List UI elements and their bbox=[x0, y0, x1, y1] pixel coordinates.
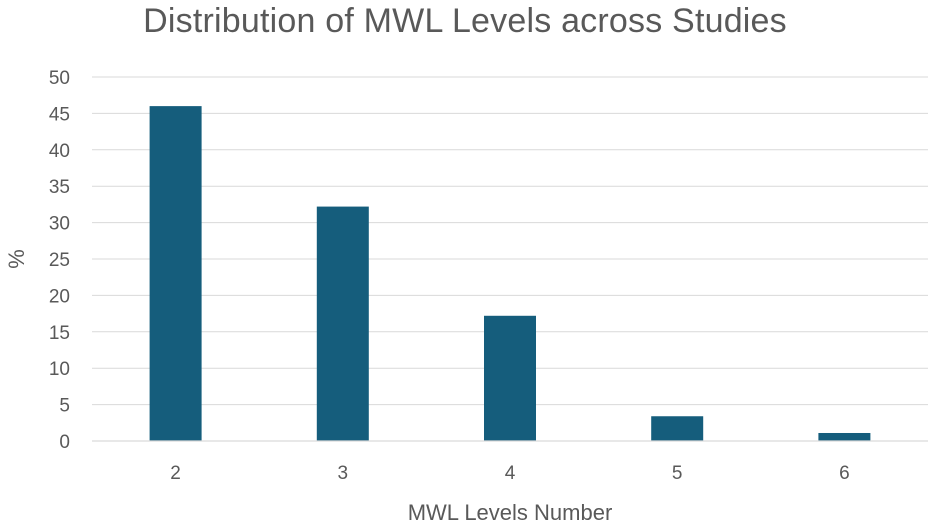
bars bbox=[149, 106, 871, 442]
bar-5 bbox=[651, 416, 704, 441]
y-tick-label: 45 bbox=[49, 104, 70, 125]
x-tick-label: 3 bbox=[338, 463, 349, 484]
bar-3 bbox=[316, 206, 369, 441]
y-tick-label: 10 bbox=[49, 359, 70, 380]
x-tick-label: 2 bbox=[170, 463, 181, 484]
x-axis-title: MWL Levels Number bbox=[408, 500, 613, 525]
x-tick-label: 5 bbox=[672, 463, 683, 484]
y-tick-label: 40 bbox=[49, 141, 70, 162]
y-axis-title: % bbox=[4, 249, 29, 269]
y-axis-ticks: 0 5 10 15 20 25 30 35 40 45 50 bbox=[49, 68, 70, 453]
bar-6 bbox=[818, 432, 871, 441]
y-tick-label: 35 bbox=[49, 177, 70, 198]
y-tick-label: 25 bbox=[49, 250, 70, 271]
y-tick-label: 0 bbox=[59, 432, 70, 453]
chart-title: Distribution of MWL Levels across Studie… bbox=[143, 2, 787, 40]
x-tick-label: 6 bbox=[839, 463, 850, 484]
y-tick-label: 20 bbox=[49, 286, 70, 307]
y-tick-label: 5 bbox=[59, 396, 70, 417]
y-tick-label: 50 bbox=[49, 68, 70, 89]
y-tick-label: 15 bbox=[49, 323, 70, 344]
x-tick-label: 4 bbox=[505, 463, 516, 484]
bar-4 bbox=[484, 315, 536, 441]
bar-2 bbox=[149, 106, 202, 442]
x-axis-ticks: 2 3 4 5 6 bbox=[170, 463, 849, 484]
y-tick-label: 30 bbox=[49, 214, 70, 235]
